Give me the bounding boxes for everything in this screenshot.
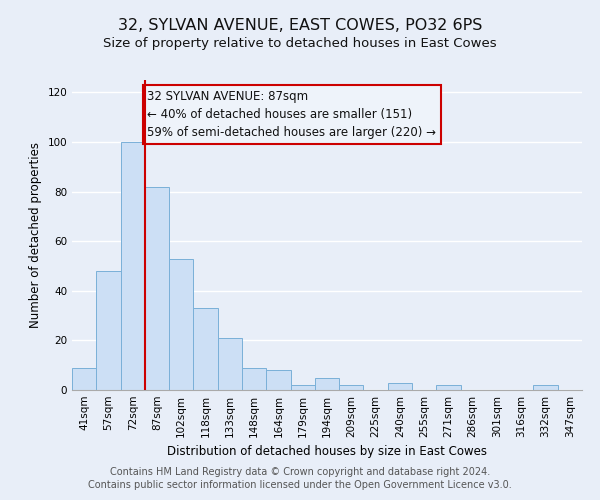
Bar xyxy=(242,368,266,390)
Bar xyxy=(72,368,96,390)
Bar xyxy=(96,271,121,390)
X-axis label: Distribution of detached houses by size in East Cowes: Distribution of detached houses by size … xyxy=(167,446,487,458)
Y-axis label: Number of detached properties: Number of detached properties xyxy=(29,142,42,328)
Bar xyxy=(339,385,364,390)
Bar xyxy=(266,370,290,390)
Bar xyxy=(436,385,461,390)
Bar xyxy=(218,338,242,390)
Bar xyxy=(193,308,218,390)
Bar xyxy=(145,186,169,390)
Bar xyxy=(290,385,315,390)
Bar xyxy=(533,385,558,390)
Bar xyxy=(169,258,193,390)
Text: 32, SYLVAN AVENUE, EAST COWES, PO32 6PS: 32, SYLVAN AVENUE, EAST COWES, PO32 6PS xyxy=(118,18,482,32)
Text: 32 SYLVAN AVENUE: 87sqm
← 40% of detached houses are smaller (151)
59% of semi-d: 32 SYLVAN AVENUE: 87sqm ← 40% of detache… xyxy=(147,90,436,139)
Bar xyxy=(315,378,339,390)
Text: Contains HM Land Registry data © Crown copyright and database right 2024.
Contai: Contains HM Land Registry data © Crown c… xyxy=(88,467,512,490)
Bar xyxy=(388,382,412,390)
Text: Size of property relative to detached houses in East Cowes: Size of property relative to detached ho… xyxy=(103,38,497,51)
Bar xyxy=(121,142,145,390)
